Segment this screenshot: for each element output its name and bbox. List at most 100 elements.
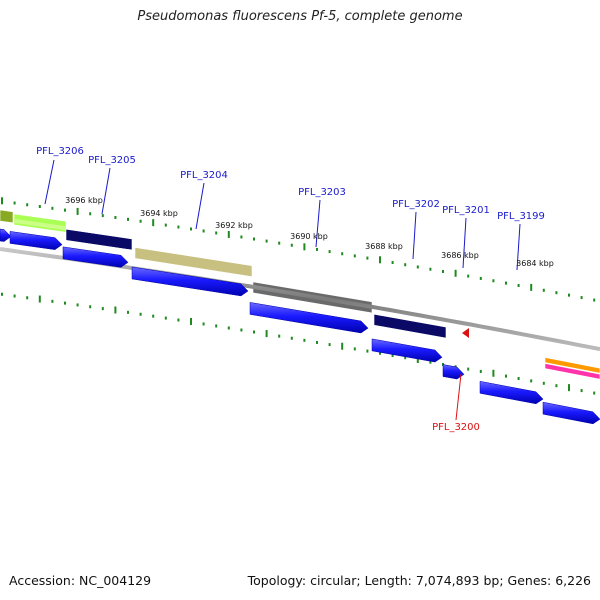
inner-tick <box>353 347 356 351</box>
gene-leader-line <box>462 217 467 269</box>
inner-tick <box>26 296 29 300</box>
outer-tick <box>253 237 255 241</box>
inner-tick <box>215 324 218 328</box>
map-title: Pseudomonas fluorescens Pf-5, complete g… <box>137 9 463 24</box>
gene-label: PFL_3205 <box>88 155 136 166</box>
cog-feature-bar <box>544 357 600 374</box>
outer-tick <box>454 269 457 277</box>
outer-tick <box>240 235 243 239</box>
inner-tick <box>177 318 180 322</box>
outer-tick <box>404 263 407 267</box>
cds-arrow-red <box>462 328 469 338</box>
inner-tick <box>542 381 545 385</box>
inner-tick <box>303 338 306 342</box>
inner-tick <box>328 343 331 347</box>
inner-tick <box>404 356 407 360</box>
outer-tick <box>353 254 356 258</box>
scale-labels: 3696 kbp 3694 kbp 3692 kbp 3690 kbp 3688 kbp… <box>65 196 554 268</box>
cog-feature-bar <box>544 363 600 380</box>
scale-label: 3696 kbp <box>65 196 103 205</box>
cog-feature-bar <box>373 313 447 339</box>
inner-tick <box>492 369 495 377</box>
outer-tick <box>64 208 66 212</box>
outer-tick <box>580 296 583 300</box>
inner-tick <box>152 314 155 318</box>
outer-tick <box>555 291 558 295</box>
outer-tick <box>303 243 306 251</box>
inner-tick <box>265 330 268 338</box>
outer-tick <box>265 239 268 243</box>
inner-tick <box>517 376 520 380</box>
outer-tick <box>101 214 104 218</box>
outer-tick <box>76 207 79 215</box>
outer-tick <box>379 256 381 264</box>
inner-tick <box>227 326 230 330</box>
scale-label: 3694 kbp <box>140 209 178 218</box>
outer-tick <box>290 243 293 247</box>
cds-arrow <box>371 338 443 363</box>
outer-tick <box>177 225 180 229</box>
outer-tick <box>152 219 155 227</box>
inner-tick <box>593 391 596 395</box>
cog-feature-bar <box>0 209 14 224</box>
outer-tick <box>505 281 507 285</box>
inner-tick <box>379 351 381 355</box>
gene-label: PFL_3203 <box>298 187 346 198</box>
outer-tick <box>479 276 482 280</box>
cds-track <box>0 228 600 425</box>
outer-tick <box>442 270 444 274</box>
outer-tick <box>38 205 41 209</box>
outer-tick <box>278 241 281 245</box>
outer-tick <box>542 288 545 292</box>
outer-tick <box>366 256 369 260</box>
outer-tick <box>227 230 230 238</box>
gene-leader-line <box>516 223 521 271</box>
scale-label: 3686 kbp <box>441 251 479 260</box>
cds-arrow <box>249 302 369 334</box>
inner-tick <box>164 316 167 320</box>
inner-tick <box>530 379 533 383</box>
scale-label: 3692 kbp <box>215 221 253 230</box>
inner-tick <box>290 336 293 340</box>
inner-tick <box>479 369 482 373</box>
gene-label: PFL_3199 <box>497 211 545 222</box>
outer-tick <box>492 279 495 283</box>
outer-tick <box>51 206 54 210</box>
inner-tick <box>38 295 41 303</box>
inner-tick <box>127 310 129 314</box>
scale-label: 3684 kbp <box>516 259 554 268</box>
inner-tick <box>240 328 243 332</box>
outer-tick <box>416 265 419 269</box>
inner-tick <box>316 340 318 344</box>
outer-tick <box>114 215 117 219</box>
inner-tick <box>278 334 281 338</box>
outer-tick <box>202 229 205 233</box>
inner-tick <box>555 384 558 388</box>
accession-text: Accession: NC_004129 <box>9 573 152 588</box>
inner-tick <box>101 307 104 311</box>
inner-tick <box>580 389 583 393</box>
inner-tick <box>505 374 507 378</box>
inner-tick <box>76 303 79 307</box>
gene-leader-line <box>195 182 205 230</box>
outer-tick <box>316 247 318 251</box>
inner-tick <box>341 342 344 350</box>
gene-leader-line <box>44 159 55 205</box>
cds-arrow <box>131 266 249 297</box>
gene-label: PFL_3202 <box>392 199 440 210</box>
outer-tick <box>568 293 570 297</box>
gene-leader-line <box>455 373 462 421</box>
cds-arrow <box>9 231 63 250</box>
inner-tick <box>89 305 92 309</box>
inner-tick <box>366 349 369 353</box>
scale-label: 3690 kbp <box>290 232 328 241</box>
outer-tick <box>127 217 129 221</box>
cog-feature-bar <box>65 228 133 251</box>
gene-label: PFL_3201 <box>442 205 490 216</box>
gene-leader-line <box>101 167 111 215</box>
outer-tick <box>139 219 142 223</box>
gene-label: PFL_3200 <box>432 422 480 433</box>
outer-tick <box>517 283 520 287</box>
inner-tick <box>1 292 3 296</box>
outer-tick <box>429 267 432 271</box>
